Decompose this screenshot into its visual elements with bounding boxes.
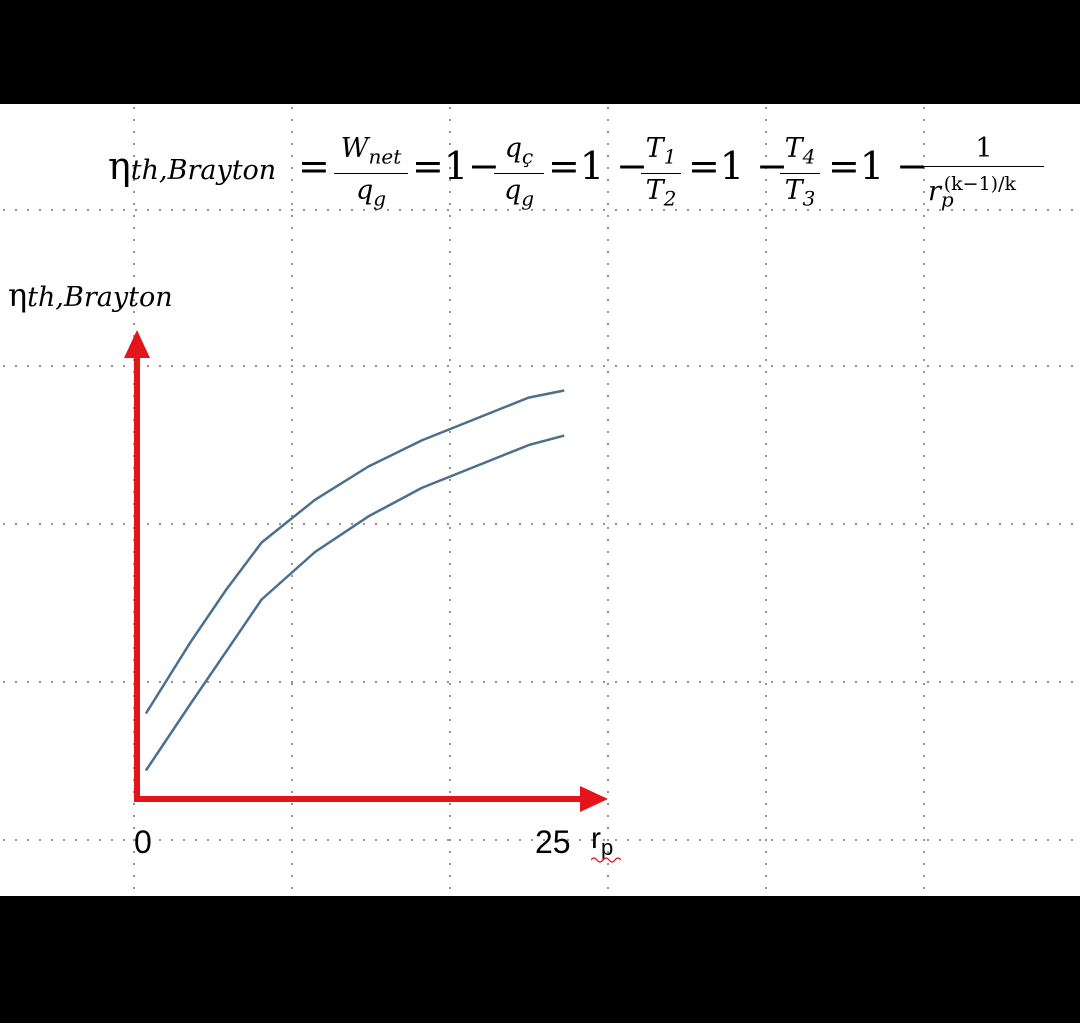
efficiency-curve-lower [144, 434, 565, 772]
x-axis-arrowhead [580, 786, 608, 812]
efficiency-plot [124, 330, 608, 812]
x-tick-25: 25 [535, 824, 571, 860]
y-axis-label: ηth,Brayton [8, 276, 173, 314]
eq-one-minus-5: =1 − [828, 144, 928, 188]
fraction-wnet-qg: Wnet qg [334, 134, 408, 214]
eq-one-minus-4: =1 − [688, 144, 788, 188]
eq-one-minus-3: =1 − [548, 144, 648, 188]
brayton-efficiency-equation: ηth,Brayton = Wnet qg =1− qç qg =1 − T1 … [0, 134, 1080, 224]
fraction-qc-qg: qç qg [494, 134, 544, 214]
y-axis-arrowhead [124, 330, 150, 358]
slide: ηth,Brayton = Wnet qg =1− qç qg =1 − T1 … [0, 104, 1080, 896]
fraction-t1-t2: T1 T2 [641, 134, 681, 214]
x-tick-0: 0 [134, 824, 152, 860]
efficiency-curve-upper [144, 389, 565, 715]
dotted-grid [2, 106, 1074, 890]
eq-one-minus-2: =1− [412, 144, 500, 188]
x-axis-label: rp [591, 822, 614, 860]
spellcheck-underline [591, 857, 621, 863]
eq-eta: ηth,Brayton [108, 144, 277, 188]
fraction-one-over-rp: 1 rp(k−1)/k [924, 134, 1044, 214]
fraction-t4-t3: T4 T3 [780, 134, 820, 214]
eq-equals-1: = [298, 144, 330, 188]
